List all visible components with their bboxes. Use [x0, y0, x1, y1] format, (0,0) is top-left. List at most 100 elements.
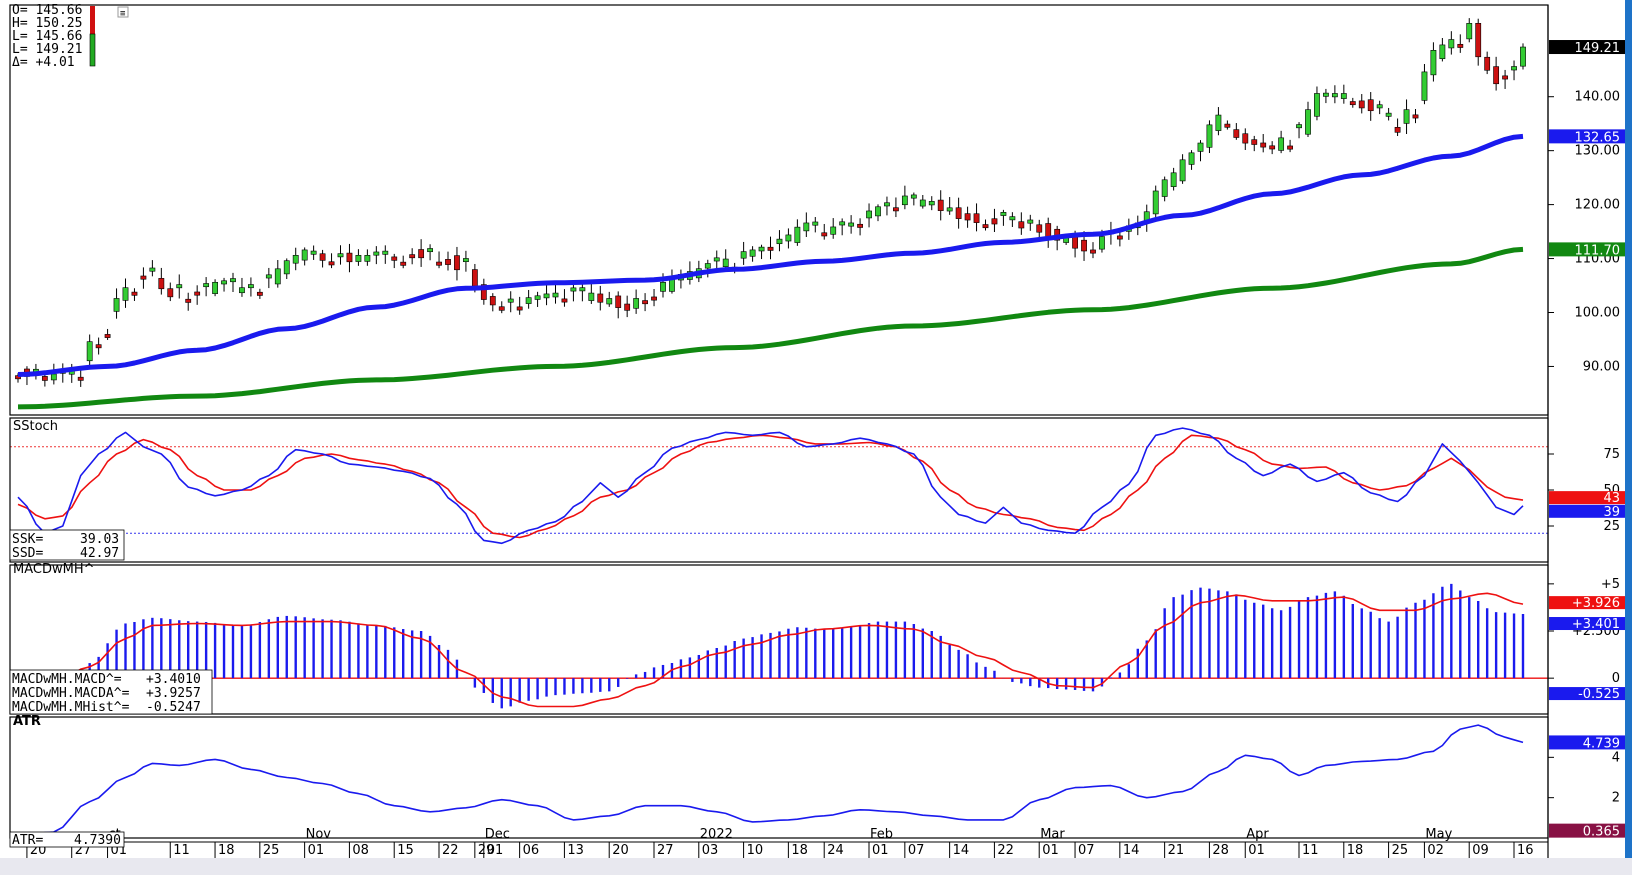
x-day-label: 20 [612, 843, 629, 858]
candle-down [624, 303, 631, 311]
panel-menu-icon[interactable] [117, 6, 129, 18]
macd-average-line [17, 592, 1524, 708]
macd-readout-label-0: MACDwMH.MACD^= [12, 672, 122, 687]
candle-up [310, 250, 317, 255]
candle-down [857, 223, 863, 228]
candle-up [848, 222, 855, 227]
candle-up [1170, 172, 1177, 187]
candle-up [606, 298, 613, 305]
macd-readout-label-1: MACDwMH.MACDA^= [12, 686, 130, 701]
stoch-value-tag-text: 43 [1603, 491, 1620, 506]
candle-up [382, 250, 389, 255]
candle-up [1448, 39, 1455, 49]
candle-up [1296, 124, 1302, 129]
candle-down [95, 344, 102, 349]
x-day-label: 24 [827, 843, 844, 858]
stoch-value-tag [1549, 491, 1625, 505]
macd-readout-value-1: +3.9257 [146, 686, 201, 701]
candle-up [803, 222, 810, 232]
price-tick-label: 130.00 [1575, 144, 1621, 159]
candle-up [866, 210, 872, 219]
x-day-label: 18 [1347, 843, 1364, 858]
candle-down [409, 254, 416, 259]
candle-up [427, 248, 433, 253]
candle-up [525, 297, 532, 304]
candle-up [884, 202, 890, 207]
candle-up [337, 253, 344, 258]
ssk-label: SSK= [12, 532, 43, 547]
sma-blue-line [17, 133, 1524, 377]
candle-down [1287, 145, 1293, 150]
x-month-label: Feb [870, 827, 893, 842]
x-day-label: 03 [702, 843, 719, 858]
macd-readout-label-2: MACDwMH.MHist^= [12, 700, 130, 715]
ohlc-open: O= 145.66 [12, 3, 82, 18]
candle-down [991, 218, 998, 225]
x-day-label: 18 [791, 843, 808, 858]
candle-up [919, 199, 926, 207]
candle-down [1233, 129, 1240, 138]
candle-up [1206, 124, 1213, 148]
macd-value-tag-text: -0.525 [1578, 687, 1620, 702]
x-day-label: 09 [1472, 843, 1489, 858]
candle-up [292, 255, 299, 264]
x-day-label: 15 [397, 843, 414, 858]
price-tick-label: 100.00 [1575, 306, 1621, 321]
ssd-label: SSD= [12, 546, 43, 561]
candle-up [212, 281, 218, 294]
candle-down [1484, 56, 1491, 71]
candle-down [1502, 75, 1508, 80]
candle-down [418, 249, 425, 259]
candle-up [463, 258, 469, 263]
readout-bar-red [90, 6, 95, 34]
x-month-label: May [1425, 827, 1452, 842]
macd-value-tag-text: +3.926 [1572, 596, 1620, 611]
atr-value-tag-text: 0.365 [1583, 825, 1620, 840]
ssk-line [17, 427, 1524, 545]
candle-down [140, 275, 147, 280]
candle-down [400, 261, 407, 266]
candle-up [928, 201, 935, 206]
candle-up [1331, 93, 1338, 98]
candle-down [1349, 101, 1356, 106]
x-day-label: 01 [487, 843, 504, 858]
candle-up [839, 221, 846, 226]
candle-up [633, 298, 640, 309]
price-value-tag-text: 111.70 [1575, 243, 1621, 258]
stoch-value-tag [1549, 504, 1625, 518]
candle-up [740, 251, 747, 259]
candle-up [221, 280, 227, 285]
candle-up [239, 287, 245, 294]
candle-down [1475, 23, 1482, 58]
candle-down [1260, 142, 1267, 148]
stoch-value-tag-text: 39 [1603, 505, 1620, 520]
candle-up [776, 238, 783, 245]
candle-up [176, 284, 183, 289]
x-day-label: 01 [1248, 843, 1265, 858]
candle-up [669, 279, 675, 292]
x-month-label: Dec [485, 827, 510, 842]
candle-up [355, 255, 362, 262]
ohlc-high: H= 150.25 [12, 16, 82, 31]
stoch-tick-label: 75 [1603, 447, 1620, 462]
candle-down [445, 259, 451, 265]
candle-down [1018, 221, 1025, 229]
candle-up [1376, 104, 1383, 109]
candle-down [1412, 114, 1419, 119]
candle-up [812, 221, 819, 226]
sma-green-line [17, 246, 1524, 410]
candle-up [1466, 23, 1473, 40]
x-day-label: 13 [567, 843, 584, 858]
candle-down [821, 232, 828, 237]
candle-down [131, 291, 138, 296]
candle-up [910, 194, 917, 199]
candle-up [1152, 190, 1159, 215]
candle-up [588, 292, 595, 301]
candle-up [1421, 71, 1428, 101]
atr-value-tag-text: 4.739 [1583, 736, 1620, 751]
candle-down [158, 278, 165, 290]
candle-down [1358, 100, 1365, 109]
candle-up [1340, 93, 1347, 99]
ssd-value: 42.97 [80, 546, 119, 561]
candle-down [1045, 223, 1052, 238]
